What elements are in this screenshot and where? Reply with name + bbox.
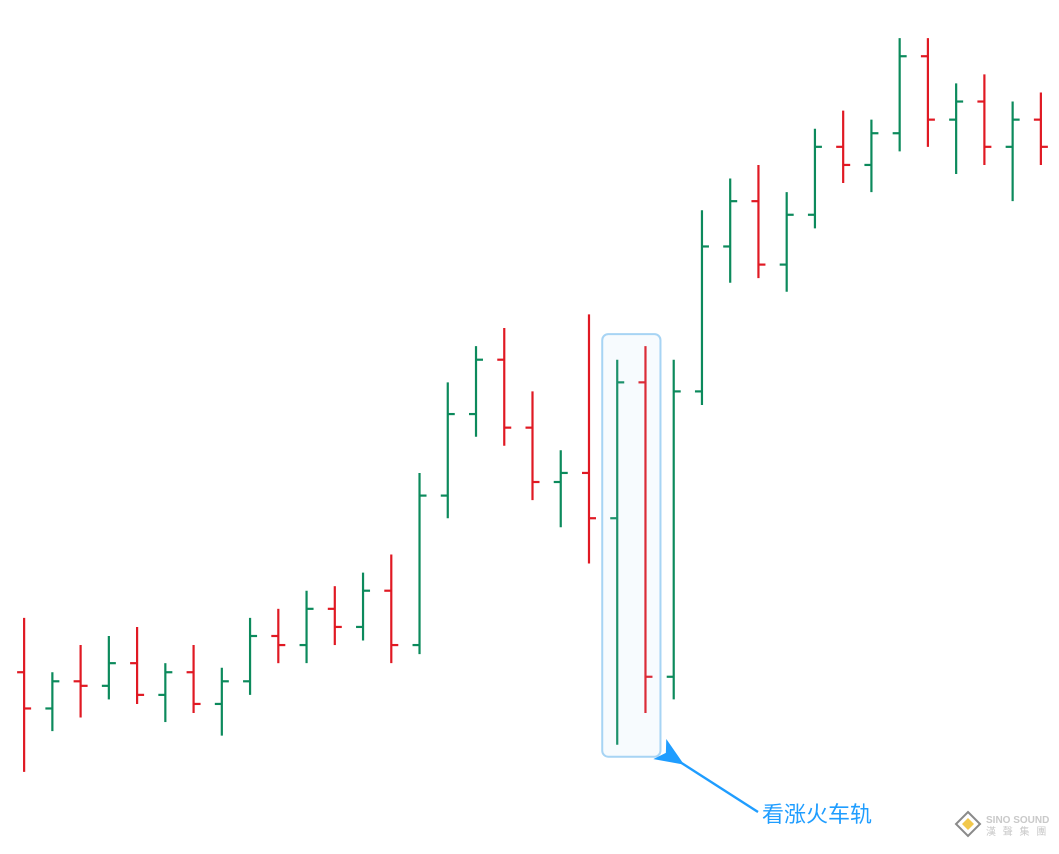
ohlc-bar <box>102 636 116 699</box>
brand-diamond-icon <box>956 812 980 836</box>
ohlc-bar <box>893 38 907 151</box>
ohlc-bar <box>921 38 935 147</box>
brand-watermark: SINO SOUND 漢 聲 集 團 <box>956 812 1049 838</box>
brand-name-zh: 漢 聲 集 團 <box>986 825 1048 838</box>
diamond-inner <box>962 818 974 830</box>
ohlc-bar <box>723 179 737 283</box>
ohlc-bar <box>384 554 398 663</box>
ohlc-bar <box>977 74 991 165</box>
annotation-label: 看涨火车轨 <box>762 802 872 827</box>
ohlc-bar <box>864 120 878 192</box>
ohlc-bar <box>1006 102 1020 202</box>
ohlc-bar <box>130 627 144 704</box>
ohlc-bar <box>751 165 765 278</box>
ohlc-bar <box>949 83 963 174</box>
ohlc-bar <box>780 192 794 292</box>
brand-name-en: SINO SOUND <box>986 815 1049 826</box>
ohlc-bar <box>45 672 59 731</box>
ohlc-bar <box>328 586 342 645</box>
ohlc-bar <box>413 473 427 654</box>
ohlc-bar <box>497 328 511 446</box>
ohlc-bar <box>74 645 88 717</box>
ohlc-bar <box>836 111 850 183</box>
ohlc-bar <box>526 391 540 500</box>
ohlc-bar <box>667 360 681 700</box>
pattern-highlight-box <box>602 334 660 757</box>
ohlc-bar <box>808 129 822 229</box>
ohlc-bar <box>271 609 285 663</box>
ohlc-bar <box>1034 92 1048 164</box>
ohlc-chart: 看涨火车轨 SINO SOUND 漢 聲 集 團 <box>0 0 1059 854</box>
ohlc-bar <box>243 618 257 695</box>
annotation-arrow <box>680 762 758 812</box>
ohlc-bar <box>469 346 483 437</box>
ohlc-bar <box>187 645 201 713</box>
ohlc-bar <box>582 314 596 563</box>
ohlc-bar <box>300 591 314 663</box>
ohlc-bar <box>554 450 568 527</box>
ohlc-bar <box>441 382 455 518</box>
ohlc-bar <box>215 668 229 736</box>
ohlc-bars-group <box>17 38 1048 772</box>
ohlc-bar <box>695 210 709 405</box>
ohlc-bar <box>17 618 31 772</box>
ohlc-bar <box>158 663 172 722</box>
ohlc-bar <box>356 573 370 641</box>
